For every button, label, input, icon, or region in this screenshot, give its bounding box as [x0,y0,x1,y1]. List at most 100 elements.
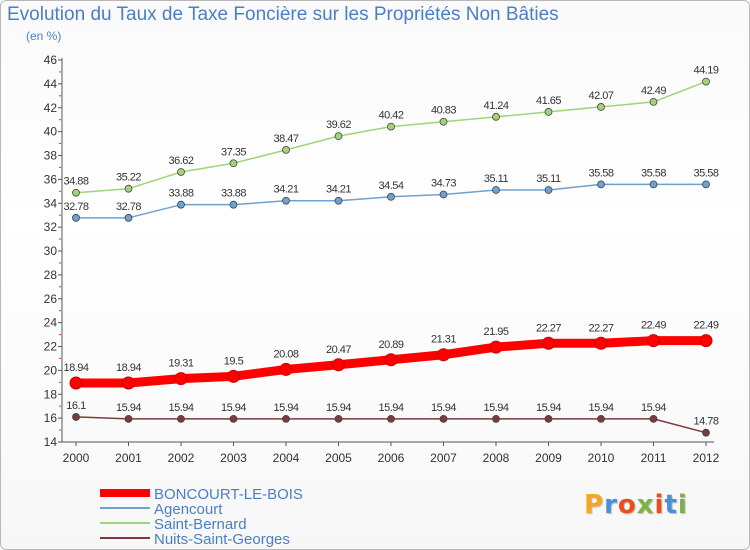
data-point [544,414,553,423]
legend-item: Nuits-Saint-Georges [100,531,290,548]
data-label: 15.94 [273,402,298,414]
data-label: 19.31 [168,358,193,370]
data-label: 22.27 [536,322,561,334]
logo-letter: x [636,490,655,520]
data-point [334,196,343,205]
x-tick-label: 2002 [168,451,195,465]
data-point [124,414,133,423]
y-tick-label: 42 [44,101,58,115]
x-tick-label: 2007 [430,451,457,465]
data-label: 22.49 [693,320,718,332]
data-point [594,336,608,350]
data-label: 32.78 [63,201,88,213]
data-point [229,200,238,209]
data-label: 41.24 [483,100,508,112]
data-label: 34.54 [378,180,403,192]
logo-letter: t [664,490,678,520]
data-label: 15.94 [536,402,561,414]
data-point [702,180,710,189]
proxiti-logo: Proxiti [584,490,688,520]
legend-item: Agencourt [100,501,223,518]
data-point [597,180,605,189]
data-point [177,200,185,209]
data-point [227,369,240,383]
data-point [387,414,395,423]
data-point [279,362,293,376]
data-point [332,358,345,372]
logo-letter: r [604,490,618,520]
data-label: 15.94 [116,402,141,414]
data-label: 15.94 [378,402,403,414]
series-nuits-saint-georges: 16.1 15.94 15.94 15.94 15.94 15.94 15.94 15.94 1… [66,400,719,437]
data-point [544,108,553,116]
data-label: 20.47 [326,344,351,356]
data-label: 40.83 [431,105,456,117]
chart-axes: 14 16 18 20 22 24 26 28 30 32 34 36 38 40 42 44 46 2000 20… [44,53,720,465]
data-label: 34.88 [63,176,88,188]
data-label: 15.94 [326,402,351,414]
data-point [387,122,395,131]
x-tick-label: 2008 [483,451,510,465]
data-label: 20.89 [378,339,403,351]
data-label: 41.65 [536,95,561,107]
y-tick-label: 30 [44,244,58,258]
data-point [649,98,658,106]
data-label: 35.11 [484,173,509,185]
y-tick-label: 32 [44,220,58,234]
data-point [384,353,398,367]
data-point [72,213,80,222]
y-tick-label: 24 [44,316,58,330]
data-point [649,180,658,189]
series-agencourt: 32.78 32.78 33.88 33.88 34.21 34.21 34.54 34.73… [63,167,719,222]
y-axis-unit-label: (en %) [26,29,62,43]
data-label: 42.49 [641,85,666,97]
x-tick-label: 2001 [115,451,142,465]
data-label: 34.21 [273,184,298,196]
data-point [492,186,500,194]
data-label: 34.73 [431,178,456,190]
data-label: 14.78 [693,416,718,428]
data-label: 35.22 [116,172,141,184]
data-point [334,414,343,423]
data-label: 44.19 [693,65,718,77]
legend-label: Agencourt [154,501,223,518]
x-tick-label: 2006 [378,451,405,465]
logo-letter: P [584,490,605,520]
data-label: 15.94 [641,402,666,414]
y-tick-label: 46 [44,53,58,67]
data-point [439,190,448,199]
data-label: 19.5 [224,355,244,367]
data-label: 22.49 [641,320,666,332]
chart-title: Evolution du Taux de Taxe Foncière sur l… [7,4,559,25]
series-saint-bernard: 34.88 35.22 36.62 37.35 38.47 39.62 40.42 40.83… [63,65,719,197]
data-point [597,103,605,111]
x-tick-label: 2010 [588,451,615,465]
data-point [649,414,658,423]
data-label: 18.94 [63,362,88,374]
y-tick-label: 14 [44,435,58,449]
data-label: 15.94 [221,402,246,414]
y-tick-label: 16 [44,411,58,425]
y-tick-label: 38 [44,149,58,163]
data-point [282,414,290,423]
data-label: 33.88 [221,188,246,200]
data-label: 21.95 [483,326,508,338]
data-point [174,372,188,386]
data-point [177,168,185,176]
data-label: 39.62 [326,119,351,131]
y-tick-label: 26 [44,292,58,306]
x-tick-label: 2012 [693,451,720,465]
data-label: 22.27 [588,322,613,334]
y-tick-label: 28 [44,268,58,282]
data-label: 35.58 [641,167,666,179]
x-tick-label: 2005 [325,451,352,465]
legend-label: Nuits-Saint-Georges [154,531,290,548]
y-tick-label: 44 [44,77,58,91]
y-tick-label: 20 [44,363,58,377]
y-tick-label: 18 [44,387,58,401]
data-label: 35.58 [693,167,718,179]
legend-item: Saint-Bernard [100,516,247,533]
data-label: 35.11 [536,173,561,185]
data-label: 15.94 [483,402,508,414]
